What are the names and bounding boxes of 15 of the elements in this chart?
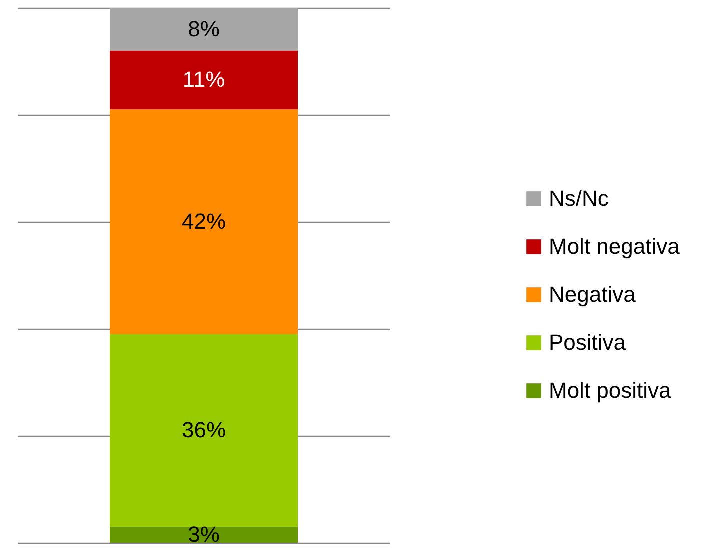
data-label: 42% bbox=[182, 209, 226, 234]
bar bbox=[110, 50, 298, 110]
bar bbox=[110, 110, 298, 334]
legend-label: Molt positiva bbox=[549, 378, 672, 403]
legend-label: Positiva bbox=[549, 330, 627, 355]
data-label: 3% bbox=[188, 522, 220, 547]
bar bbox=[110, 526, 298, 543]
data-label: 11% bbox=[182, 67, 226, 92]
bar bbox=[110, 334, 298, 527]
bar bbox=[110, 8, 298, 51]
legend-label: Negativa bbox=[549, 282, 637, 307]
data-label: 8% bbox=[188, 16, 220, 42]
legend-label: Molt negativa bbox=[549, 234, 681, 259]
data-label: 36% bbox=[182, 418, 226, 443]
legend-label: Ns/Nc bbox=[549, 186, 609, 211]
